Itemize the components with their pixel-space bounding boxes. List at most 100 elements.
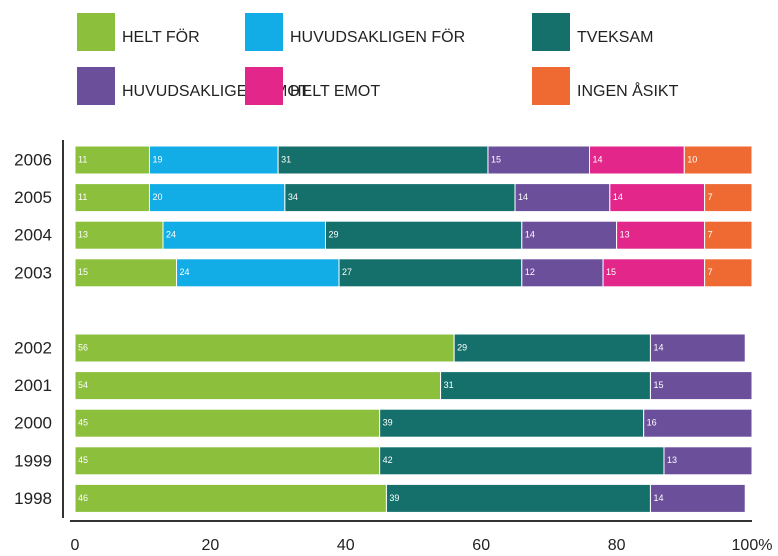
data-label: 14 bbox=[653, 342, 663, 352]
bar-segment bbox=[284, 183, 516, 213]
bar-segment bbox=[74, 446, 381, 476]
bar-segment bbox=[74, 258, 178, 288]
data-label: 45 bbox=[78, 418, 88, 428]
bar-segment bbox=[148, 145, 279, 175]
data-label: 46 bbox=[78, 493, 88, 503]
y-tick-label: 2000 bbox=[14, 414, 52, 433]
bar-segment bbox=[616, 220, 706, 250]
data-label: 42 bbox=[383, 455, 393, 465]
legend-label: HUVUDSAKLIGEN FÖR bbox=[290, 28, 465, 46]
bar-segment bbox=[74, 220, 164, 250]
data-label: 14 bbox=[613, 192, 623, 202]
bar-segment bbox=[649, 371, 753, 401]
data-label: 14 bbox=[518, 192, 528, 202]
x-tick-label: 0 bbox=[71, 537, 80, 554]
data-label: 16 bbox=[647, 418, 657, 428]
legend-label: HELT EMOT bbox=[290, 83, 380, 100]
data-label: 7 bbox=[708, 230, 713, 240]
legend-swatch bbox=[245, 67, 283, 105]
bar-segment bbox=[385, 483, 651, 513]
legend-label: TVEKSAM bbox=[577, 29, 653, 46]
data-label: 45 bbox=[78, 455, 88, 465]
legend-label: INGEN ÅSIKT bbox=[577, 81, 679, 100]
data-label: 39 bbox=[383, 418, 393, 428]
data-label: 34 bbox=[288, 192, 298, 202]
data-label: 10 bbox=[687, 154, 697, 164]
bar-segment bbox=[663, 446, 753, 476]
bar-segment bbox=[589, 145, 685, 175]
bar-segment bbox=[683, 145, 753, 175]
data-label: 15 bbox=[653, 380, 663, 390]
bar-segment bbox=[649, 483, 746, 513]
data-label: 7 bbox=[708, 192, 713, 202]
bar-segment bbox=[74, 408, 381, 438]
data-label: 13 bbox=[667, 455, 677, 465]
bar-segment bbox=[74, 145, 150, 175]
bar-segment bbox=[162, 220, 326, 250]
data-label: 11 bbox=[78, 154, 87, 164]
bar-segment bbox=[704, 258, 753, 288]
data-label: 7 bbox=[708, 267, 713, 277]
bar-segment bbox=[609, 183, 706, 213]
bar-segment bbox=[440, 371, 651, 401]
legend-swatch bbox=[77, 67, 115, 105]
data-label: 24 bbox=[180, 267, 190, 277]
y-tick-label: 2005 bbox=[14, 188, 52, 207]
bar-segment bbox=[74, 183, 150, 213]
bar-segment bbox=[453, 333, 651, 363]
bar-segment bbox=[649, 333, 746, 363]
legend-swatch bbox=[532, 13, 570, 51]
data-label: 15 bbox=[606, 267, 616, 277]
data-label: 12 bbox=[525, 267, 535, 277]
bar-segment bbox=[643, 408, 753, 438]
legend-swatch bbox=[245, 13, 283, 51]
y-tick-label: 2003 bbox=[14, 263, 52, 282]
data-label: 29 bbox=[328, 230, 338, 240]
y-tick-label: 2004 bbox=[14, 226, 52, 245]
bar-segment bbox=[704, 220, 753, 250]
data-label: 20 bbox=[152, 192, 162, 202]
bar-segment bbox=[74, 483, 387, 513]
bar-segment bbox=[277, 145, 489, 175]
y-tick-label: 2002 bbox=[14, 338, 52, 357]
data-label: 39 bbox=[389, 493, 399, 503]
bar-segment bbox=[379, 446, 665, 476]
data-label: 11 bbox=[78, 192, 87, 202]
data-label: 24 bbox=[166, 230, 176, 240]
data-label: 54 bbox=[78, 380, 88, 390]
bar-segment bbox=[514, 183, 611, 213]
data-label: 15 bbox=[491, 154, 501, 164]
y-tick-label: 2006 bbox=[14, 150, 52, 169]
bar-segment bbox=[338, 258, 523, 288]
legend-swatch bbox=[77, 13, 115, 51]
bar-segment bbox=[379, 408, 645, 438]
bar-segment bbox=[521, 220, 618, 250]
legend-label: HELT FÖR bbox=[122, 28, 200, 46]
data-label: 13 bbox=[620, 230, 630, 240]
x-tick-label: 60 bbox=[472, 537, 490, 554]
bar-segment bbox=[704, 183, 753, 213]
bar-segment bbox=[324, 220, 523, 250]
y-tick-label: 1999 bbox=[14, 451, 52, 470]
x-tick-label: 20 bbox=[202, 537, 220, 554]
data-label: 56 bbox=[78, 342, 88, 352]
bar-segment bbox=[148, 183, 286, 213]
data-label: 31 bbox=[281, 154, 291, 164]
bar-segment bbox=[176, 258, 340, 288]
data-label: 14 bbox=[593, 154, 603, 164]
data-label: 31 bbox=[444, 380, 454, 390]
y-tick-label: 1998 bbox=[14, 489, 52, 508]
bar-segment bbox=[487, 145, 591, 175]
x-tick-label: 40 bbox=[337, 537, 355, 554]
bar-segment bbox=[602, 258, 706, 288]
data-label: 14 bbox=[653, 493, 663, 503]
x-tick-label: 100% bbox=[732, 537, 773, 554]
x-tick-label: 80 bbox=[608, 537, 626, 554]
bar-segment bbox=[74, 333, 455, 363]
data-label: 13 bbox=[78, 230, 88, 240]
data-label: 29 bbox=[457, 342, 467, 352]
data-label: 19 bbox=[152, 154, 162, 164]
y-tick-label: 2001 bbox=[14, 376, 52, 395]
data-label: 14 bbox=[525, 230, 535, 240]
